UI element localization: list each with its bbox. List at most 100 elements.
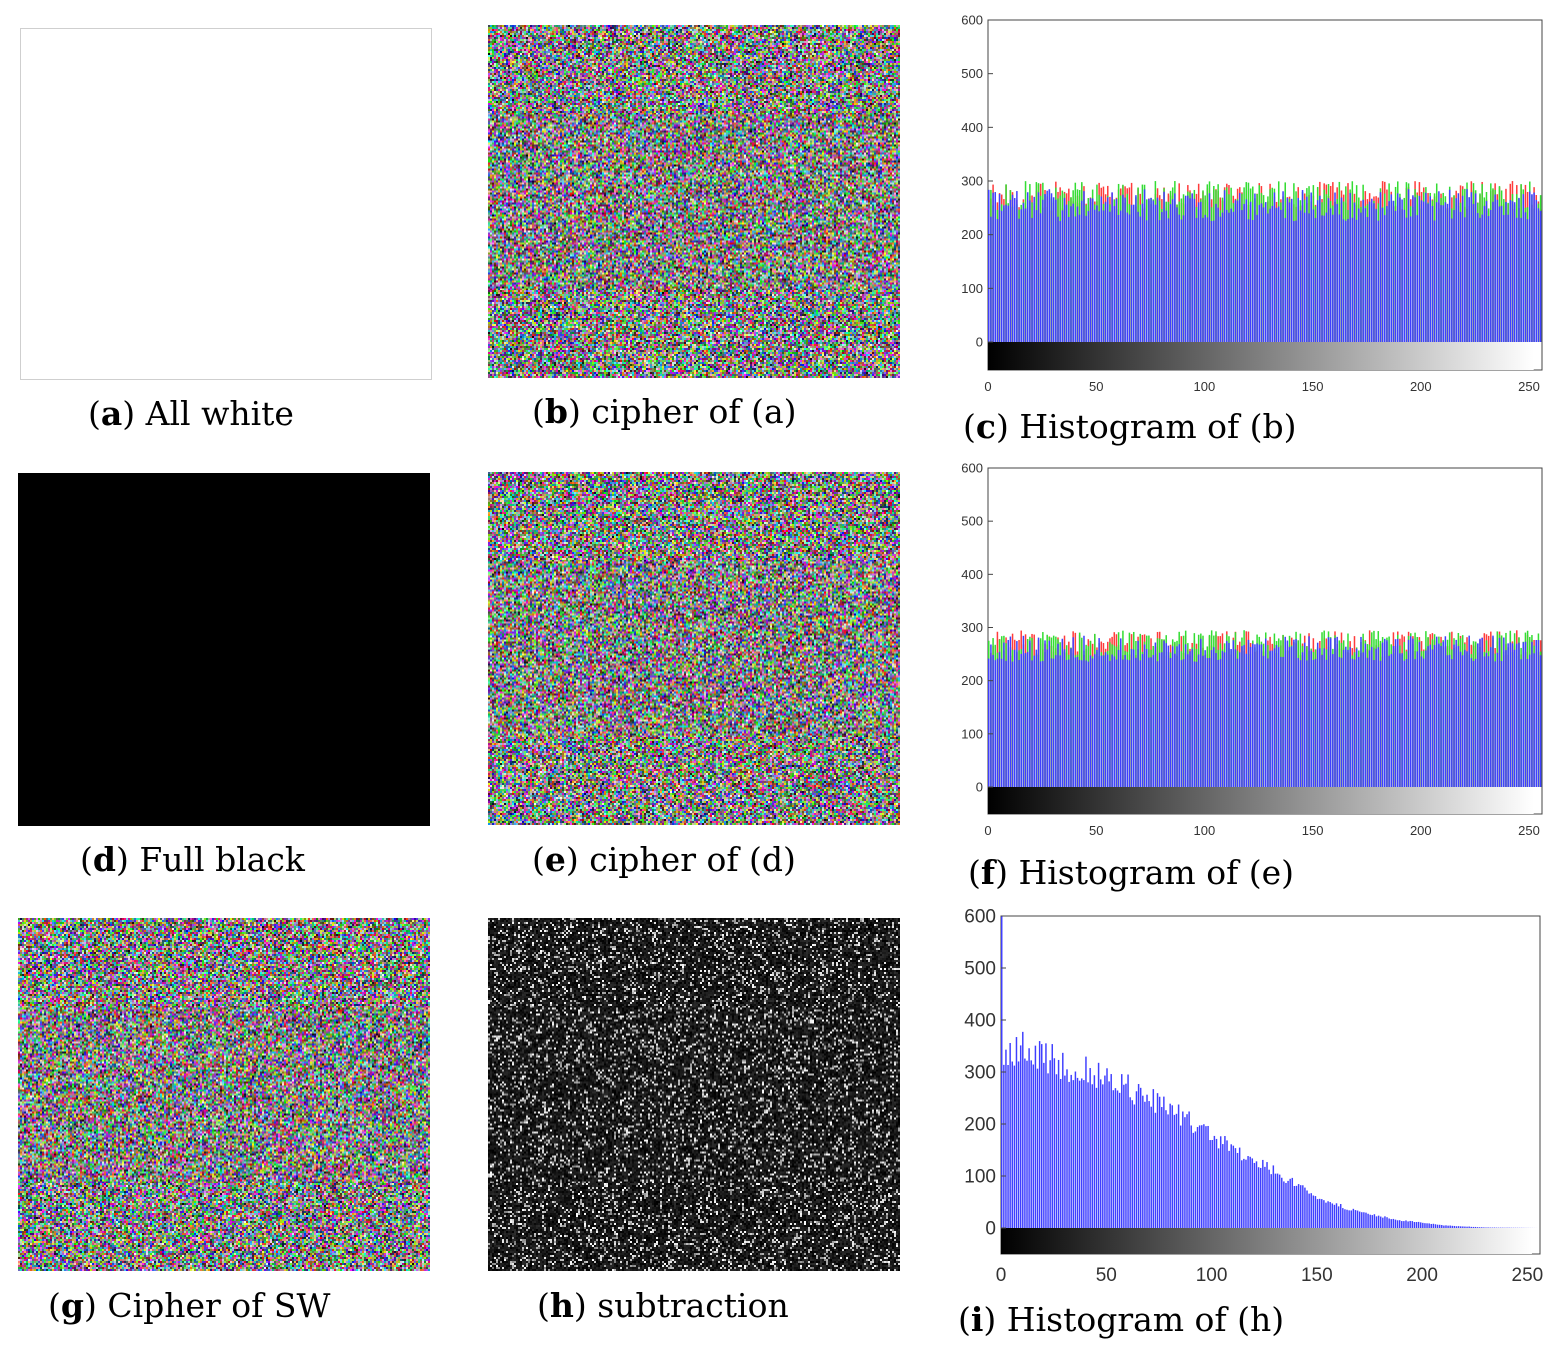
bar-2-58 — [1113, 656, 1116, 787]
bar-0-2 — [1005, 1049, 1007, 1228]
subtraction-image-h — [488, 918, 900, 1271]
y-tick-label: 500 — [964, 959, 996, 980]
bar-2-112 — [1230, 208, 1232, 342]
bar-2-136 — [1282, 657, 1284, 787]
bar-2-216 — [1455, 198, 1457, 342]
bar-2-14 — [1018, 660, 1020, 787]
bar-2-100 — [1204, 650, 1206, 787]
bar-0-218 — [1459, 1226, 1462, 1228]
bar-2-142 — [1295, 639, 1297, 787]
caption-g: (g) Cipher of SW — [48, 1286, 331, 1325]
bar-0-29 — [1062, 1052, 1064, 1228]
bar-2-185 — [1388, 655, 1390, 787]
bar-2-184 — [1386, 206, 1388, 342]
bar-2-156 — [1325, 659, 1328, 787]
bar-2-25 — [1042, 660, 1044, 787]
bar-0-143 — [1302, 1185, 1304, 1228]
bar-2-213 — [1448, 189, 1451, 342]
bar-2-118 — [1243, 644, 1245, 787]
bar-2-10 — [1009, 199, 1012, 342]
bar-2-15 — [1020, 209, 1022, 342]
bar-0-86 — [1182, 1111, 1184, 1228]
bar-2-75 — [1150, 197, 1152, 342]
bar-0-65 — [1137, 1084, 1140, 1228]
bar-0-15 — [1032, 1064, 1035, 1228]
bar-0-195 — [1411, 1221, 1414, 1228]
bar-2-87 — [1176, 646, 1178, 787]
bar-2-82 — [1165, 643, 1167, 787]
bar-2-87 — [1176, 207, 1178, 342]
bar-2-7 — [1003, 205, 1005, 342]
bar-2-6 — [1000, 658, 1003, 787]
bar-0-105 — [1222, 1144, 1224, 1228]
bar-2-228 — [1481, 214, 1483, 342]
bar-2-153 — [1319, 648, 1321, 787]
bar-2-195 — [1409, 216, 1412, 342]
bar-2-27 — [1046, 190, 1048, 342]
bar-2-214 — [1451, 659, 1453, 787]
bar-0-112 — [1236, 1152, 1239, 1228]
bar-2-208 — [1438, 643, 1440, 787]
bar-2-52 — [1100, 655, 1103, 787]
bar-0-78 — [1165, 1110, 1167, 1228]
bar-2-250 — [1529, 654, 1531, 787]
bar-2-133 — [1275, 645, 1278, 787]
bar-2-71 — [1141, 654, 1144, 787]
bar-0-64 — [1135, 1091, 1138, 1228]
bar-2-144 — [1299, 210, 1302, 342]
bar-2-21 — [1033, 196, 1035, 342]
bar-2-68 — [1135, 657, 1137, 787]
bar-2-228 — [1481, 637, 1483, 787]
bar-0-69 — [1146, 1094, 1148, 1228]
bar-2-18 — [1026, 651, 1029, 787]
bar-2-125 — [1258, 204, 1261, 342]
bar-0-73 — [1154, 1112, 1157, 1228]
bar-2-99 — [1202, 217, 1204, 342]
bar-0-153 — [1323, 1200, 1325, 1228]
bar-2-113 — [1232, 211, 1235, 342]
bar-2-134 — [1277, 647, 1280, 787]
bar-2-199 — [1418, 195, 1421, 342]
bar-2-238 — [1503, 637, 1505, 787]
bar-2-190 — [1399, 653, 1401, 787]
bar-2-113 — [1232, 640, 1235, 787]
bar-0-139 — [1293, 1186, 1296, 1228]
bar-0-166 — [1350, 1210, 1352, 1228]
bar-2-97 — [1197, 654, 1200, 787]
bar-2-76 — [1152, 200, 1154, 342]
bar-0-193 — [1407, 1221, 1409, 1228]
bar-2-212 — [1446, 655, 1449, 787]
bar-2-29 — [1050, 658, 1053, 787]
bar-2-100 — [1204, 214, 1206, 342]
y-tick-label: 300 — [961, 620, 983, 635]
bar-2-38 — [1070, 206, 1072, 342]
bar-2-224 — [1472, 203, 1475, 342]
bar-2-99 — [1202, 655, 1204, 787]
bar-2-29 — [1050, 193, 1053, 342]
bar-0-126 — [1266, 1162, 1268, 1228]
bar-2-37 — [1068, 659, 1070, 787]
bar-2-248 — [1524, 641, 1527, 787]
x-tick-label: 50 — [1089, 379, 1103, 394]
bar-2-104 — [1213, 220, 1215, 342]
bar-2-230 — [1485, 201, 1488, 342]
bar-2-132 — [1273, 648, 1276, 787]
bar-2-84 — [1169, 204, 1172, 342]
bar-2-241 — [1509, 200, 1512, 342]
bar-0-165 — [1348, 1210, 1350, 1228]
bar-0-45 — [1095, 1087, 1098, 1228]
bar-2-76 — [1152, 655, 1154, 787]
bar-2-186 — [1390, 654, 1393, 787]
y-tick-label: 100 — [961, 281, 983, 296]
bar-2-251 — [1531, 641, 1533, 787]
bar-2-131 — [1271, 650, 1273, 787]
bar-2-31 — [1055, 655, 1057, 787]
bar-2-240 — [1507, 643, 1509, 787]
bar-0-175 — [1369, 1214, 1371, 1228]
bar-2-253 — [1535, 199, 1538, 342]
bar-0-188 — [1396, 1220, 1399, 1228]
bar-0-35 — [1074, 1071, 1077, 1228]
bar-2-168 — [1351, 217, 1354, 342]
bar-2-173 — [1362, 199, 1364, 342]
bar-0-84 — [1177, 1104, 1180, 1228]
